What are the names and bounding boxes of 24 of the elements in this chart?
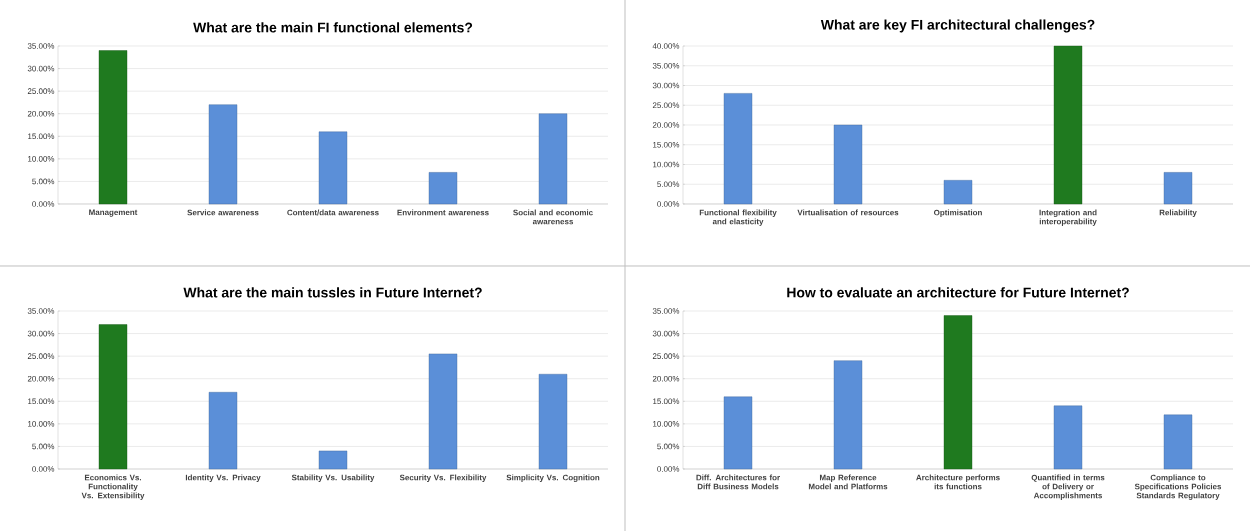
bar: [208, 392, 238, 470]
bar: [318, 450, 348, 470]
chart-title: What are key FI architectural challenges?: [820, 19, 1095, 33]
bar: [943, 180, 973, 205]
bar: [1053, 405, 1083, 470]
bar: [723, 396, 753, 470]
bar: [98, 324, 128, 470]
bar: [943, 315, 973, 470]
bar: [1163, 414, 1193, 470]
bar: [208, 104, 238, 205]
chart-title: What are the main FI functional elements?: [193, 22, 473, 33]
bar: [1163, 172, 1193, 205]
chart-title: How to evaluate an architecture for Future Internet?: [787, 287, 1129, 298]
bar: [318, 131, 348, 205]
bar: [428, 172, 458, 205]
bar: [428, 353, 458, 470]
bar: [723, 93, 753, 205]
bar: [538, 374, 568, 470]
bar: [98, 50, 128, 205]
bar: [833, 360, 863, 470]
bar: [1053, 45, 1083, 205]
bar: [538, 113, 568, 205]
bar: [833, 124, 863, 205]
chart-title: What are the main tussles in Future Internet?: [183, 287, 482, 298]
